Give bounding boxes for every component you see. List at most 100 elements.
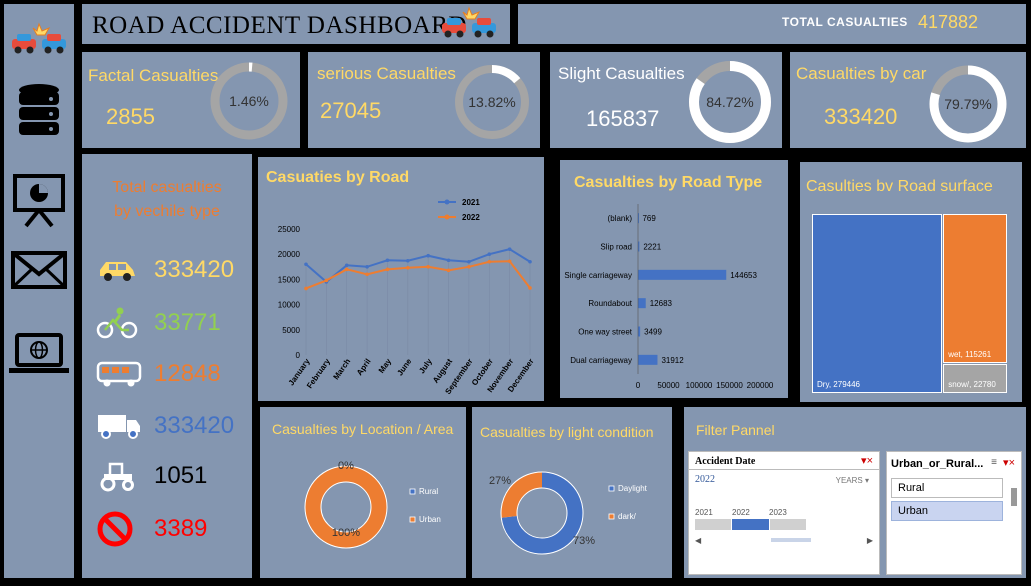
vehicle-row-tractor: 1051 [96,460,207,492]
total-casualties-bar: TOTAL CASUALTIES 417882 [518,4,1026,44]
kpi-value: 333420 [824,104,898,129]
data-point [507,247,512,251]
data-point [467,265,471,269]
x-tick-label: June [395,357,413,378]
data-point [507,259,512,264]
date-slicer-title: Accident Date [695,456,756,467]
legend-swatch [608,513,615,520]
vehicle-value: 12848 [154,360,221,387]
car-crash-icon[interactable] [4,22,74,56]
legend-swatch [409,516,416,523]
bar [638,241,640,252]
database-icon[interactable] [4,82,74,140]
data-point [528,286,532,290]
option-rural[interactable]: Rural [891,478,1003,498]
bar [638,354,658,365]
legend-label: Rural [419,487,438,496]
treemap-label: snow/, 22780 [948,379,996,389]
timeline-year-2021[interactable] [695,519,731,530]
timeline-year-2023[interactable] [770,519,806,530]
kpi-label: Factal Casualties [88,66,219,85]
multi-select-icon[interactable]: ≡ [991,457,997,468]
road-surface-treemap: Dry, 279446 wet, 115261 snow/, 22780 [812,214,1008,394]
y-tick-label: 20000 [278,250,301,259]
kpi-value: 27045 [320,98,382,123]
road-type-bar-chart: (blank) 769 Slip road 2221 Single carriagewa… [564,204,774,390]
timeline-year-2022[interactable] [732,519,769,530]
kpi-donut: 1.46% [208,60,290,142]
scroll-right-icon[interactable]: ▶ [866,536,873,545]
vehicle-row-other: 3389 [96,510,207,548]
kpi-label: Casualties by car [796,64,927,83]
year-label-2023: 2023 [769,508,787,517]
vehicle-value: 1051 [154,462,208,489]
laptop-globe-icon[interactable] [4,332,74,376]
data-point [528,259,532,264]
bar [638,269,727,280]
kpi-percent: 79.79% [944,96,992,112]
total-casualties-value: 417882 [918,12,979,32]
x-tick-label: March [331,357,352,382]
clear-filter-icon[interactable]: ▾× [1003,457,1015,469]
kpi-card-serious: serious Casualties 27045 13.82% [308,52,540,148]
legend-label: 2021 [462,198,480,207]
timeline-scrollbar[interactable] [771,538,811,542]
data-point [426,265,430,269]
presentation-chart-icon[interactable] [4,172,74,228]
y-tick-label: 0 [296,351,301,360]
scroll-left-icon[interactable]: ◀ [695,536,702,545]
vehicle-value: 3389 [154,515,208,542]
period-label: YEARS [835,476,863,485]
car-icon [100,262,135,281]
donut-slice [501,472,583,554]
period-select[interactable]: YEARS ▾ [835,476,869,485]
location-title: Casualties by Location / Area [272,421,454,437]
donut-value-label: 100% [332,527,360,539]
y-tick-label: 5000 [282,326,300,335]
vehicle-type-panel: Total casualties by vechile type 333420 … [82,154,252,578]
kpi-label: Slight Casualties [558,64,685,83]
bar-value-label: 769 [642,214,656,223]
clear-filter-icon[interactable]: ▾× [861,455,873,467]
option-urban[interactable]: Urban [891,501,1003,521]
series-line-2021 [305,248,531,284]
bus-icon [96,361,142,387]
legend-swatch [608,485,615,492]
data-point [365,272,369,277]
x-tick-label: 150000 [716,381,743,390]
vehicle-value: 33771 [154,309,221,336]
data-point [446,258,451,263]
mail-icon[interactable] [4,250,74,290]
vehicle-row-bus: 12848 [96,360,221,388]
light-donut: 73% 27% Daylight dark/ [489,471,648,555]
road-surface-title: Casulties bv Road surface [806,178,993,195]
data-point [324,278,329,283]
x-tick-label: April [355,357,373,377]
category-label: One way street [578,328,633,337]
kpi-percent: 84.72% [706,94,754,110]
bar-value-label: 31912 [661,356,684,365]
data-point [365,265,369,269]
treemap-label: Dry, 279446 [817,380,860,389]
data-point [406,258,410,263]
data-point [385,258,390,263]
data-point [487,259,492,264]
legend-label: dark/ [618,512,637,521]
legend-label: 2022 [462,213,480,222]
x-tick-label: 100000 [686,381,713,390]
x-tick-label: 50000 [657,381,680,390]
bar [638,213,639,224]
kpi-percent: 13.82% [468,94,516,110]
bar [638,326,641,337]
x-tick-label: May [377,357,394,375]
vehicle-panel-title: Total casualties [112,179,222,196]
year-label-2021: 2021 [695,508,713,517]
slicer-scrollbar[interactable] [1011,488,1017,506]
filter-title: Filter Pannel [696,422,775,438]
vehicle-panel-title-2: by vechile type [114,203,220,220]
x-tick-label: July [417,357,434,376]
x-tick-label: 0 [636,381,641,390]
data-point [344,263,349,268]
line-chart: 0500010000150002000025000JanuaryFebruary… [278,198,536,396]
treemap-label: wet, 115261 [948,350,992,360]
